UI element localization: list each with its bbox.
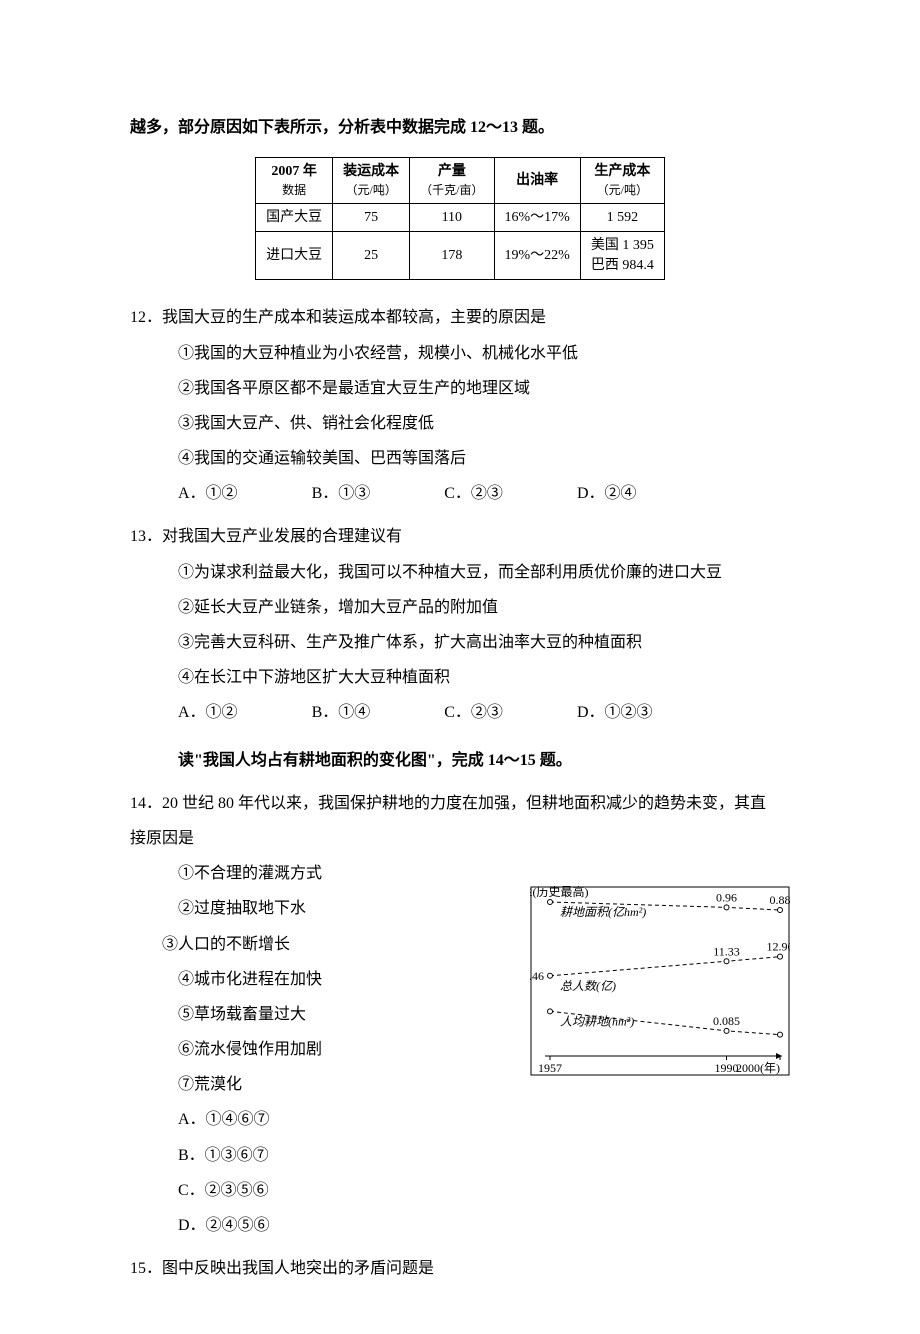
svg-text:11.33: 11.33 xyxy=(713,944,740,958)
q-item: ①不合理的灌溉方式 xyxy=(130,856,520,891)
q-item: ④城市化进程在加快 xyxy=(130,962,520,997)
q-item: ④在长江中下游地区扩大大豆种植面积 xyxy=(130,660,790,695)
q-item: ③完善大豆科研、生产及推广体系，扩大高出油率大豆的种植面积 xyxy=(130,625,790,660)
header-main: 生产成本 xyxy=(591,162,654,182)
svg-text:人均耕地(hm²): 人均耕地(hm²) xyxy=(560,1015,634,1029)
svg-text:1990: 1990 xyxy=(715,1061,739,1075)
q14-stem-line2: 接原因是 xyxy=(130,821,790,856)
q13-options: A．①② B．①④ C．②③ D．①②③ xyxy=(130,695,790,730)
question-14: 14．20 世纪 80 年代以来，我国保护耕地的力度在加强，但耕地面积减少的趋势… xyxy=(130,786,790,1243)
svg-text:0.88: 0.88 xyxy=(770,893,791,907)
option: B．①④ xyxy=(312,695,371,730)
table-header-row: 2007 年 数据 装运成本 （元/吨） 产量 （千克/亩） 出油率 生产成本 … xyxy=(256,158,665,203)
q-item: ⑤草场载畜量过大 xyxy=(130,997,520,1032)
option: B．①③⑥⑦ xyxy=(178,1138,378,1173)
option: C．②③ xyxy=(444,695,503,730)
cell: 110 xyxy=(410,203,494,232)
q-item: ④我国的交通运输较美国、巴西等国落后 xyxy=(130,441,790,476)
q-stem-text: 对我国大豆产业发展的合理建议有 xyxy=(162,528,402,545)
header-sub: （元/吨） xyxy=(343,182,399,199)
svg-text:2000(年): 2000(年) xyxy=(736,1061,780,1075)
q-item: ⑦荒漠化 xyxy=(130,1067,520,1102)
q-item: ③人口的不断增长 xyxy=(130,927,520,962)
q13-stem: 13．对我国大豆产业发展的合理建议有 xyxy=(130,519,790,554)
svg-text:总人数(亿): 总人数(亿) xyxy=(560,979,616,993)
cell: 16%～17% xyxy=(494,203,580,232)
q-number: 12． xyxy=(130,309,162,326)
option: D．①②③ xyxy=(577,695,653,730)
q12-options: A．①② B．①③ C．②③ D．②④ xyxy=(130,476,790,511)
chart-svg: 1.12(历史最高) 0.96 0.88 耕地面积(亿hm²) 6.46 11.33 12.… xyxy=(530,886,790,1076)
col-header: 装运成本 （元/吨） xyxy=(333,158,410,203)
header-sub: （元/吨） xyxy=(591,182,654,199)
option: D．②④ xyxy=(577,476,637,511)
header-main: 产量 xyxy=(420,162,483,182)
question-15: 15．图中反映出我国人地突出的矛盾问题是 xyxy=(130,1251,790,1286)
q-number: 14． xyxy=(130,795,162,812)
table-row: 进口大豆 25 178 19%～22% 美国 1 395 巴西 984.4 xyxy=(256,232,665,280)
q-stem-text: 图中反映出我国人地突出的矛盾问题是 xyxy=(162,1260,434,1277)
q-item: ①为谋求利益最大化，我国可以不种植大豆，而全部利用质优价廉的进口大豆 xyxy=(130,555,790,590)
intro-text: 越多，部分原因如下表所示，分析表中数据完成 12～13 题。 xyxy=(130,110,790,145)
option: A．①② xyxy=(178,476,238,511)
q15-stem: 15．图中反映出我国人地突出的矛盾问题是 xyxy=(130,1251,790,1286)
q-item: ②延长大豆产业链条，增加大豆产品的附加值 xyxy=(130,590,790,625)
q-item: ②过度抽取地下水 xyxy=(130,891,520,926)
header-main: 出油率 xyxy=(505,171,570,191)
q-item: ①我国的大豆种植业为小农经营，规模小、机械化水平低 xyxy=(130,336,790,371)
cell: 75 xyxy=(333,203,410,232)
header-sub: （千克/亩） xyxy=(420,182,483,199)
q14-stem-line1: 14．20 世纪 80 年代以来，我国保护耕地的力度在加强，但耕地面积减少的趋势… xyxy=(130,786,790,821)
option: A．①④⑥⑦ xyxy=(178,1102,378,1137)
header-main: 2007 年 xyxy=(266,162,322,182)
cell: 178 xyxy=(410,232,494,280)
svg-text:耕地面积(亿hm²): 耕地面积(亿hm²) xyxy=(560,905,646,919)
question-13: 13．对我国大豆产业发展的合理建议有 ①为谋求利益最大化，我国可以不种植大豆，而… xyxy=(130,519,790,730)
q14-options-row2: C．②③⑤⑥ D．②④⑤⑥ xyxy=(130,1173,520,1243)
table-row: 国产大豆 75 110 16%～17% 1 592 xyxy=(256,203,665,232)
header-sub: 数据 xyxy=(266,182,322,199)
q-number: 13． xyxy=(130,528,162,545)
option: D．②④⑤⑥ xyxy=(178,1208,378,1243)
header-main: 装运成本 xyxy=(343,162,399,182)
q12-stem: 12．我国大豆的生产成本和装运成本都较高，主要的原因是 xyxy=(130,300,790,335)
svg-text:1957: 1957 xyxy=(538,1061,562,1075)
q-item: ②我国各平原区都不是最适宜大豆生产的地理区域 xyxy=(130,371,790,406)
option: C．②③ xyxy=(444,476,503,511)
q-item: ⑥流水侵蚀作用加剧 xyxy=(130,1032,520,1067)
cell: 1 592 xyxy=(580,203,664,232)
svg-text:0.96: 0.96 xyxy=(716,891,737,905)
cell: 25 xyxy=(333,232,410,280)
option: C．②③⑤⑥ xyxy=(178,1173,378,1208)
svg-text:12.90: 12.90 xyxy=(767,940,791,954)
svg-text:6.46: 6.46 xyxy=(530,969,544,983)
farmland-chart: 1.12(历史最高) 0.96 0.88 耕地面积(亿hm²) 6.46 11.33 12.… xyxy=(530,886,790,1076)
col-header: 生产成本 （元/吨） xyxy=(580,158,664,203)
soybean-table: 2007 年 数据 装运成本 （元/吨） 产量 （千克/亩） 出油率 生产成本 … xyxy=(255,157,665,280)
section2-intro: 读"我国人均占有耕地面积的变化图"，完成 14～15 题。 xyxy=(130,743,790,778)
cell: 19%～22% xyxy=(494,232,580,280)
col-header: 出油率 xyxy=(494,158,580,203)
question-12: 12．我国大豆的生产成本和装运成本都较高，主要的原因是 ①我国的大豆种植业为小农… xyxy=(130,300,790,511)
q-item: ③我国大豆产、供、销社会化程度低 xyxy=(130,406,790,441)
cell: 进口大豆 xyxy=(256,232,333,280)
q-stem-text: 20 世纪 80 年代以来，我国保护耕地的力度在加强，但耕地面积减少的趋势未变，… xyxy=(162,795,766,812)
col-header: 2007 年 数据 xyxy=(256,158,333,203)
q-stem-text: 我国大豆的生产成本和装运成本都较高，主要的原因是 xyxy=(162,309,546,326)
option: A．①② xyxy=(178,695,238,730)
q14-items-col: ①不合理的灌溉方式 ②过度抽取地下水 ③人口的不断增长 ④城市化进程在加快 ⑤草… xyxy=(130,856,520,1243)
col-header: 产量 （千克/亩） xyxy=(410,158,494,203)
q14-options-row1: A．①④⑥⑦ B．①③⑥⑦ xyxy=(130,1102,520,1172)
q-number: 15． xyxy=(130,1260,162,1277)
svg-text:1.12(历史最高): 1.12(历史最高) xyxy=(530,886,589,899)
cell: 国产大豆 xyxy=(256,203,333,232)
svg-text:0.085: 0.085 xyxy=(713,1014,740,1028)
cell: 美国 1 395 巴西 984.4 xyxy=(580,232,664,280)
option: B．①③ xyxy=(312,476,371,511)
q14-body: ①不合理的灌溉方式 ②过度抽取地下水 ③人口的不断增长 ④城市化进程在加快 ⑤草… xyxy=(130,856,790,1243)
